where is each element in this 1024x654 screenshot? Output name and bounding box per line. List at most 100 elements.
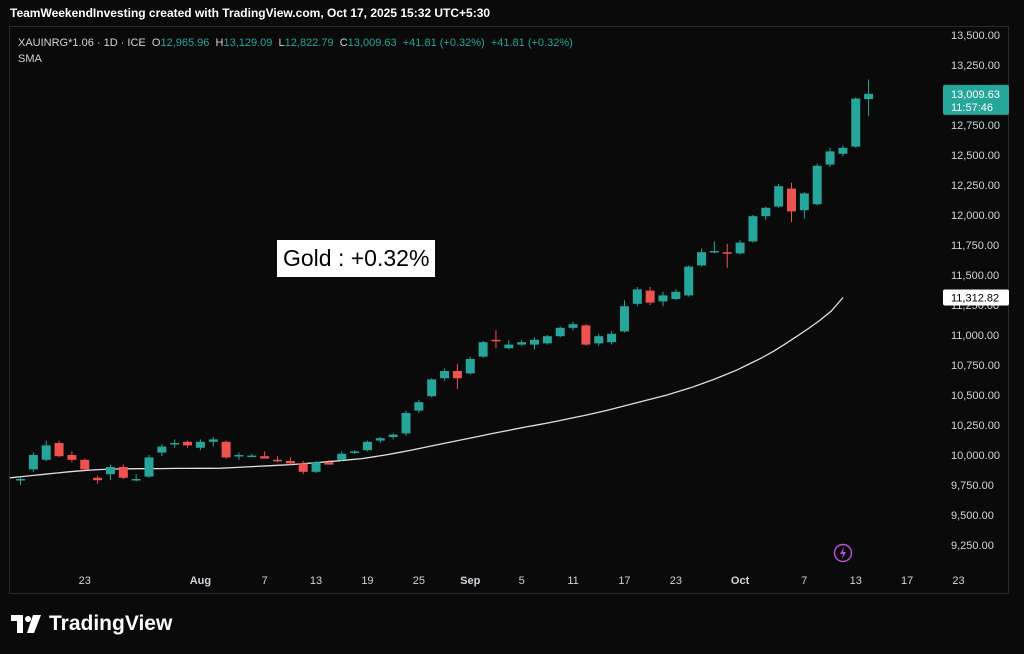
candle-body [581, 325, 591, 345]
x-tick-label: 23 [670, 575, 682, 587]
candle-body [684, 266, 694, 296]
candle-up [170, 439, 180, 448]
candle-body [632, 289, 642, 304]
candle-body [735, 242, 745, 254]
candle-body [285, 461, 295, 464]
change-value: +41.81 (+0.32%) [402, 37, 485, 49]
chart-frame [9, 26, 1009, 594]
y-tick-label: 11,000.00 [951, 330, 999, 342]
candle-body [298, 463, 308, 472]
y-tick-label: 12,500.00 [951, 150, 1000, 162]
candle-up [697, 248, 707, 267]
y-tick-label: 9,250.00 [951, 540, 994, 552]
x-tick-label: Aug [190, 575, 211, 587]
sma-line [9, 297, 844, 479]
open-value: 12,965.96 [160, 37, 210, 49]
candle-body [530, 339, 539, 345]
candle-down [93, 475, 103, 484]
candle-body [350, 451, 360, 453]
symbol-name: XAUINRG*1.06 · 1D · ICE [18, 37, 146, 49]
candle-body [812, 165, 822, 205]
candle-body [658, 295, 668, 302]
x-tick-label: Sep [460, 575, 480, 587]
candle-up [362, 440, 372, 452]
gold-annotation: Gold : +0.32% [277, 240, 436, 277]
y-tick-label: 10,250.00 [951, 420, 1000, 432]
candle-body [28, 455, 38, 470]
candle-body [362, 441, 372, 451]
y-tick-label: 11,500.00 [951, 270, 999, 282]
chart-credit-header: TeamWeekendInvesting created with Tradin… [10, 6, 491, 20]
candle-down [118, 464, 128, 479]
candle-down [581, 324, 591, 346]
candle-up [761, 206, 771, 220]
x-tick-label: 23 [952, 575, 964, 587]
price-axis[interactable]: 13,500.0013,250.0013,000.0012,750.0012,5… [951, 30, 1000, 552]
candle-up [812, 163, 822, 206]
last-price-value: 13,009.63 [951, 89, 1000, 101]
candle-up [799, 192, 809, 219]
candle-up [465, 356, 475, 375]
y-tick-label: 10,750.00 [951, 360, 1000, 372]
x-tick-label: 5 [519, 575, 525, 587]
candle-body [41, 445, 51, 460]
candle-up [851, 97, 861, 148]
candle-up [594, 333, 604, 346]
y-tick-label: 12,750.00 [951, 120, 1000, 132]
x-tick-label: 13 [850, 575, 862, 587]
candle-body [504, 344, 514, 349]
candle-up [774, 183, 784, 208]
candle-up [568, 321, 578, 331]
time-axis[interactable]: 23 Aug 7 13 19 25 Sep 5 11 17 23 Oct 7 13 17 23 [79, 575, 965, 587]
candle-up [748, 215, 758, 243]
candle-down [54, 440, 64, 458]
candle-layer [16, 79, 874, 485]
bar-countdown: 11:57:46 [951, 102, 993, 114]
tradingview-brand: TradingView [11, 612, 172, 636]
candle-body [157, 446, 167, 453]
y-tick-label: 10,500.00 [951, 390, 1000, 402]
candle-body [607, 333, 617, 343]
candle-body [247, 455, 257, 458]
candle-body [80, 459, 90, 470]
candle-down [787, 182, 796, 223]
candle-body [375, 438, 385, 441]
symbol-legend[interactable]: XAUINRG*1.06 · 1D · ICE O12,965.96 H13,1… [18, 37, 573, 49]
y-tick-label: 9,500.00 [951, 510, 994, 522]
sma-tag-value: 11,312.82 [951, 292, 999, 304]
candle-body [440, 371, 450, 379]
candle-up [838, 145, 848, 157]
candle-down [645, 287, 655, 305]
candle-up [658, 291, 668, 307]
lightning-icon[interactable] [833, 543, 853, 563]
x-tick-label: 11 [567, 575, 578, 587]
candle-down [260, 451, 270, 459]
y-tick-label: 12,250.00 [951, 180, 1000, 192]
candle-up [375, 437, 385, 443]
candle-down [67, 451, 77, 463]
candle-down [221, 440, 231, 459]
sma-indicator-label[interactable]: SMA [18, 53, 42, 65]
candle-body [401, 413, 411, 434]
candle-body [619, 306, 629, 332]
candle-body [144, 457, 154, 477]
candle-up [864, 79, 874, 117]
candle-up [234, 452, 244, 460]
candle-up [131, 474, 141, 482]
candle-body [234, 455, 244, 457]
y-tick-label: 13,250.00 [951, 60, 1000, 72]
candle-body [542, 336, 552, 344]
candle-body [170, 443, 180, 445]
candle-up [735, 240, 745, 255]
candle-up [530, 337, 539, 350]
candle-up [388, 433, 398, 440]
candle-body [105, 467, 115, 475]
candle-up [401, 410, 411, 436]
candle-up [555, 326, 565, 338]
candle-body [414, 402, 424, 411]
candle-body [427, 379, 437, 397]
candle-body [555, 327, 565, 337]
